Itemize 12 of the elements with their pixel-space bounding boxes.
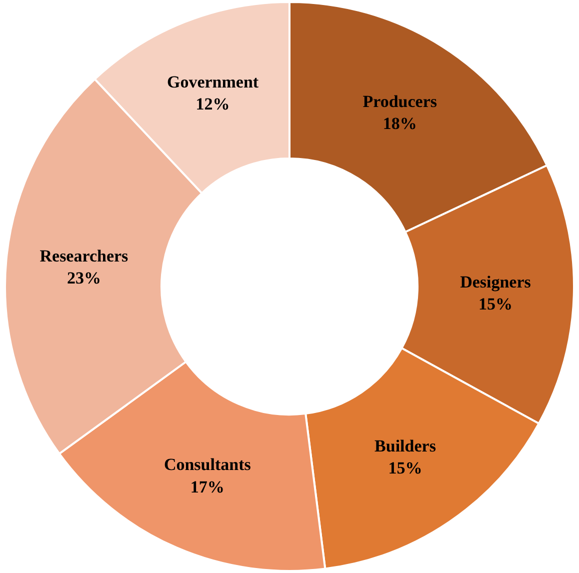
data-label: 15%: [388, 458, 422, 478]
data-label: 12%: [196, 94, 230, 114]
data-label: 17%: [190, 477, 224, 496]
data-label: 15%: [478, 294, 512, 314]
data-label: 23%: [66, 268, 101, 288]
slice-label: Consultants: [164, 455, 252, 474]
data-label: 18%: [382, 114, 417, 133]
slice-label: Producers: [362, 92, 438, 111]
slice-label: Government: [166, 72, 259, 92]
slice-label: Builders: [374, 436, 436, 456]
slice-label: Designers: [460, 272, 532, 292]
slice-label: Researchers: [40, 246, 129, 266]
